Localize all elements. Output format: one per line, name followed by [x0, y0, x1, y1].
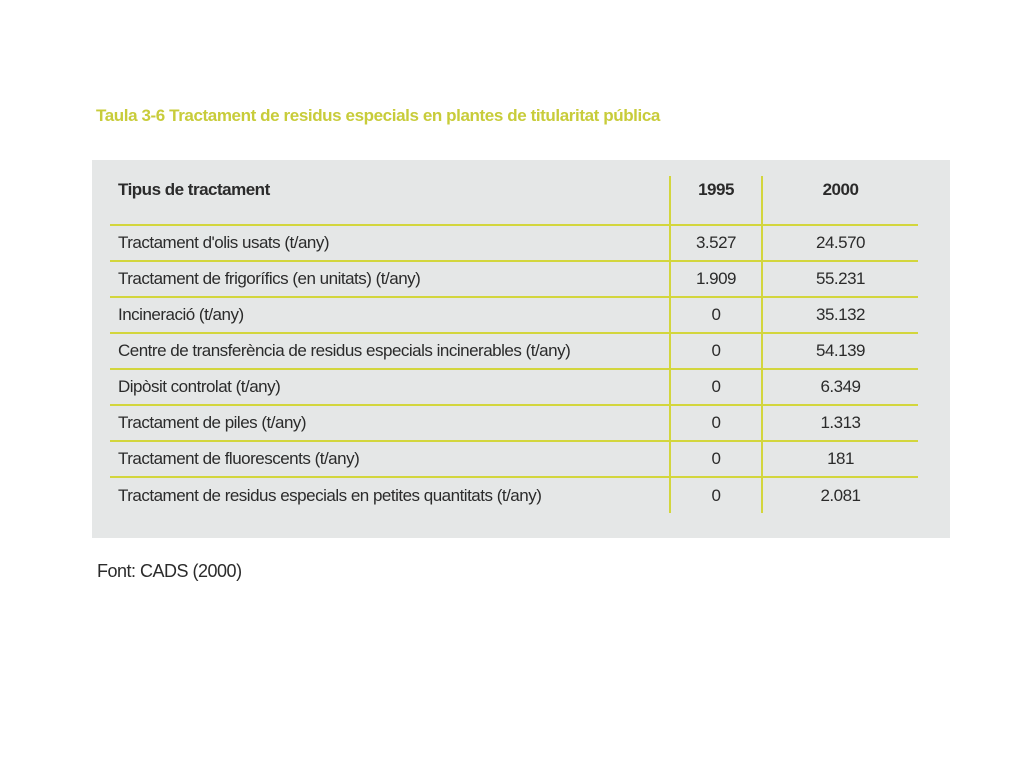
value-1995: 3.527	[669, 225, 762, 262]
source-note: Font: CADS (2000)	[97, 561, 242, 581]
value-1995: 0	[669, 333, 762, 370]
value-2000: 6.349	[761, 369, 918, 406]
table-row: Tractament de frigorífics (en unitats) (…	[110, 261, 918, 298]
value-2000: 2.081	[761, 477, 918, 513]
value-1995: 1.909	[669, 261, 762, 298]
value-1995: 0	[669, 369, 762, 406]
header-year-1995: 1995	[669, 176, 762, 226]
table-row: Tractament de residus especials en petit…	[110, 477, 918, 513]
row-label: Centre de transferència de residus espec…	[110, 333, 670, 370]
data-table: Tipus de tractament 1995 2000 Tractament…	[110, 176, 918, 513]
value-1995: 0	[669, 477, 762, 513]
row-label: Tractament de piles (t/any)	[110, 405, 670, 442]
table-row: Tractament d'olis usats (t/any) 3.527 24…	[110, 225, 918, 262]
row-label: Incineració (t/any)	[110, 297, 670, 334]
table-row: Centre de transferència de residus espec…	[110, 333, 918, 370]
value-2000: 55.231	[761, 261, 918, 298]
value-2000: 24.570	[761, 225, 918, 262]
table-row: Tractament de fluorescents (t/any) 0 181	[110, 441, 918, 478]
header-treatment-type: Tipus de tractament	[110, 176, 670, 226]
value-1995: 0	[669, 297, 762, 334]
table-row: Tractament de piles (t/any) 0 1.313	[110, 405, 918, 442]
row-label: Tractament de fluorescents (t/any)	[110, 441, 670, 478]
header-year-2000: 2000	[761, 176, 918, 226]
table-title: Taula 3-6 Tractament de residus especial…	[96, 106, 660, 125]
header-row: Tipus de tractament 1995 2000	[110, 176, 918, 226]
table-row: Incineració (t/any) 0 35.132	[110, 297, 918, 334]
value-2000: 181	[761, 441, 918, 478]
row-label: Tractament de frigorífics (en unitats) (…	[110, 261, 670, 298]
value-1995: 0	[669, 441, 762, 478]
value-1995: 0	[669, 405, 762, 442]
value-2000: 35.132	[761, 297, 918, 334]
row-label: Tractament d'olis usats (t/any)	[110, 225, 670, 262]
value-2000: 54.139	[761, 333, 918, 370]
row-label: Tractament de residus especials en petit…	[118, 485, 542, 505]
table-row: Dipòsit controlat (t/any) 0 6.349	[110, 369, 918, 406]
value-2000: 1.313	[761, 405, 918, 442]
row-label: Dipòsit controlat (t/any)	[110, 369, 670, 406]
